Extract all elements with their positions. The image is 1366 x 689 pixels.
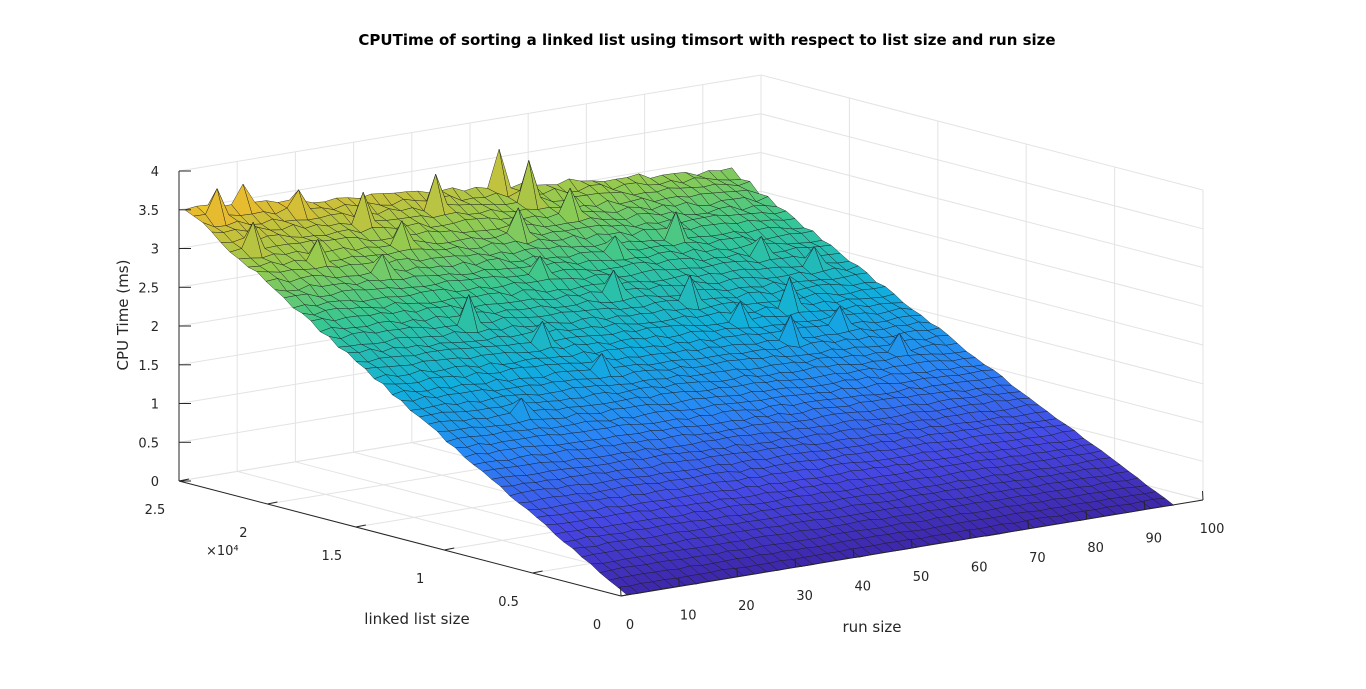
x-tick-label: 100 [1200,522,1225,537]
y-tick-mark [532,570,543,574]
z-tick-label: 4 [151,165,159,180]
x-tick-label: 10 [680,608,697,623]
y-tick-mark [267,501,278,505]
x-tick-label: 30 [796,589,813,604]
x-tick-label: 80 [1087,541,1104,556]
grid-line [760,74,1204,191]
grid-line [760,113,1204,230]
x-tick-mark [852,548,855,558]
x-tick-mark [1143,500,1146,510]
y-axis-label: linked list size [364,610,469,628]
y-tick-label: 2.5 [145,503,166,518]
x-tick-label: 70 [1029,551,1046,566]
y-exponent-label: ×10⁴ [206,544,239,559]
y-axis-line [178,480,622,597]
x-tick-label: 0 [626,618,634,633]
z-tick-label: 0.5 [138,436,159,451]
x-tick-mark [969,529,971,539]
tick-labels: 00.511.522.533.5401020304050607080901000… [138,165,1224,633]
x-tick-mark [1027,519,1029,529]
z-tick-label: 0 [151,475,159,490]
x-axis-label: run size [842,618,901,636]
surface-plot [184,149,1175,596]
y-tick-label: 2 [239,526,247,541]
x-tick-mark [1202,490,1204,501]
z-axis-label: CPU Time (ms) [114,260,132,371]
x-tick-mark [1085,510,1088,520]
x-tick-mark [736,567,738,577]
chart-title: CPUTime of sorting a linked list using t… [358,31,1055,49]
y-tick-mark [355,524,366,528]
z-tick-label: 1.5 [138,359,159,374]
y-tick-mark [620,593,632,597]
z-tick-label: 2.5 [138,281,159,296]
y-tick-mark [444,547,455,551]
y-tick-label: 1 [416,572,424,587]
z-tick-label: 3 [151,243,159,258]
x-tick-label: 50 [913,570,930,585]
x-tick-mark [794,558,797,568]
z-tick-label: 2 [151,320,159,335]
x-tick-label: 60 [971,560,988,575]
x-tick-label: 90 [1146,532,1163,547]
z-tick-label: 1 [151,398,159,413]
y-tick-label: 1.5 [321,549,342,564]
axes [178,170,1204,597]
grid-line [760,190,1204,307]
y-tick-label: 0.5 [498,595,519,610]
x-tick-label: 40 [855,580,872,595]
y-tick-label: 0 [593,618,601,633]
x-tick-mark [678,577,680,587]
x-tick-mark [620,586,622,597]
x-tick-mark [911,538,913,549]
y-tick-mark [178,478,190,482]
z-tick-label: 3.5 [138,204,159,219]
x-tick-label: 20 [738,599,755,614]
grid-line [760,152,1204,268]
